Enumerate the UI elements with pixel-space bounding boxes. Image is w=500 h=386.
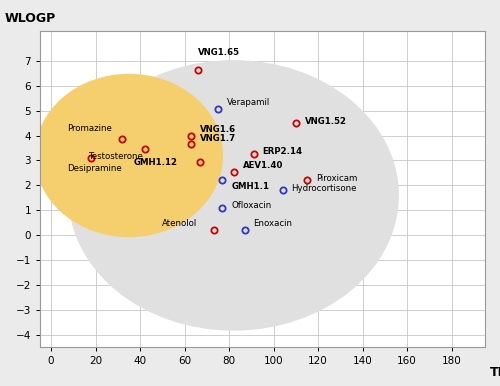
Text: Hydrocortisone: Hydrocortisone [292, 184, 357, 193]
Text: Promazine: Promazine [66, 124, 112, 133]
Text: VNG1.65: VNG1.65 [198, 48, 240, 57]
Ellipse shape [69, 61, 398, 330]
Text: Enoxacin: Enoxacin [254, 219, 292, 228]
Text: Verapamil: Verapamil [227, 98, 270, 107]
Text: Piroxicam: Piroxicam [316, 174, 358, 183]
Text: AEV1.40: AEV1.40 [242, 161, 283, 170]
Text: VNG1.7: VNG1.7 [200, 134, 236, 142]
Text: VNG1.6: VNG1.6 [200, 125, 236, 134]
Text: GMH1.12: GMH1.12 [134, 158, 178, 167]
Text: Desipramine: Desipramine [66, 164, 122, 173]
Text: Ofloxacin: Ofloxacin [232, 201, 272, 210]
Text: GMH1.1: GMH1.1 [232, 182, 270, 191]
Text: ERP2.14: ERP2.14 [262, 147, 302, 156]
Text: WLOGP: WLOGP [4, 12, 56, 25]
Text: Testosterone: Testosterone [89, 152, 144, 161]
Ellipse shape [36, 74, 222, 237]
Text: VNG1.52: VNG1.52 [305, 117, 347, 126]
Text: TPSA: TPSA [490, 366, 500, 379]
Text: Atenolol: Atenolol [162, 219, 198, 228]
